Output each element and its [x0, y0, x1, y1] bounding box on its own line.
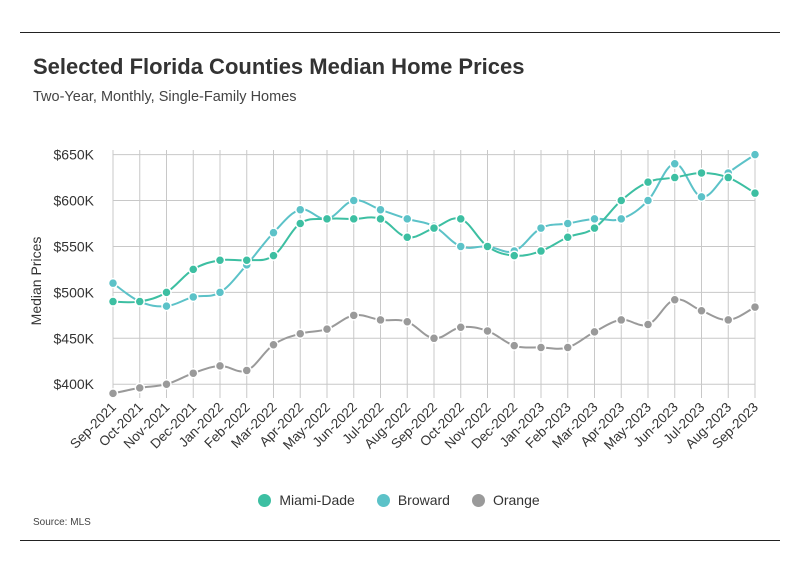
data-point-orange: [188, 367, 199, 379]
y-tick-label: $500K: [54, 284, 95, 300]
data-point-miami-dade: [161, 287, 172, 298]
data-point-orange: [616, 314, 627, 326]
data-point-broward: [295, 204, 306, 215]
data-point-miami-dade: [107, 296, 119, 307]
data-point-miami-dade: [268, 250, 279, 261]
data-point-orange: [428, 333, 440, 344]
data-point-miami-dade: [723, 172, 734, 183]
top-rule: [20, 32, 780, 33]
data-point-broward: [188, 291, 199, 303]
data-point-orange: [509, 340, 520, 351]
data-point-broward: [616, 213, 627, 225]
y-tick-label: $450K: [54, 330, 95, 346]
legend-item-miami-dade: Miami-Dade: [258, 492, 355, 508]
data-point-miami-dade: [669, 172, 680, 183]
data-point-miami-dade: [535, 245, 547, 257]
data-point-miami-dade: [375, 213, 386, 225]
data-point-orange: [295, 328, 306, 339]
data-point-miami-dade: [482, 241, 493, 252]
data-point-miami-dade: [509, 250, 520, 261]
data-point-orange: [589, 326, 600, 338]
data-point-miami-dade: [402, 232, 413, 243]
data-point-orange: [321, 323, 333, 335]
data-point-broward: [402, 213, 413, 225]
data-point-broward: [214, 287, 226, 298]
data-point-orange: [482, 325, 493, 337]
data-point-miami-dade: [589, 222, 600, 234]
y-tick-label: $550K: [54, 238, 95, 254]
y-tick-label: $400K: [54, 376, 95, 392]
data-point-orange: [268, 339, 279, 350]
data-point-orange: [161, 378, 172, 390]
data-point-miami-dade: [562, 232, 573, 243]
data-point-broward: [455, 241, 466, 252]
data-point-miami-dade: [295, 218, 306, 229]
data-point-orange: [375, 314, 386, 326]
data-point-miami-dade: [428, 222, 440, 234]
data-point-broward: [642, 195, 654, 206]
legend-label-miami-dade: Miami-Dade: [279, 492, 355, 508]
data-point-broward: [348, 195, 359, 206]
data-point-orange: [455, 322, 466, 333]
data-point-broward: [268, 227, 279, 238]
legend-swatch-broward: [376, 493, 390, 507]
data-point-broward: [669, 158, 680, 170]
bottom-rule: [20, 540, 780, 541]
data-point-miami-dade: [188, 264, 199, 275]
data-point-miami-dade: [749, 187, 761, 199]
data-point-orange: [214, 360, 226, 372]
source-note: Source: MLS: [33, 517, 91, 528]
data-point-miami-dade: [616, 195, 627, 206]
legend-item-orange: Orange: [471, 492, 540, 508]
chart-subtitle: Two-Year, Monthly, Single-Family Homes: [33, 89, 297, 105]
data-point-miami-dade: [134, 296, 145, 307]
data-point-orange: [348, 310, 359, 321]
data-point-broward: [749, 149, 761, 160]
data-point-broward: [375, 204, 386, 215]
legend-item-broward: Broward: [376, 492, 450, 508]
data-point-orange: [749, 301, 761, 313]
legend-swatch-orange: [471, 493, 485, 507]
data-point-broward: [161, 300, 172, 312]
y-axis-label: Median Prices: [28, 237, 44, 326]
data-point-orange: [107, 388, 119, 399]
data-point-orange: [642, 319, 654, 330]
data-point-orange: [241, 365, 252, 376]
legend-label-broward: Broward: [397, 492, 450, 508]
data-point-miami-dade: [696, 167, 707, 179]
data-point-orange: [669, 294, 680, 305]
legend: Miami-Dade Broward Orange: [0, 492, 798, 508]
data-point-orange: [696, 305, 707, 316]
legend-label-orange: Orange: [492, 492, 540, 508]
y-tick-label: $650K: [54, 147, 95, 163]
data-point-miami-dade: [321, 213, 333, 225]
data-point-miami-dade: [348, 213, 359, 225]
y-tick-label: $600K: [54, 193, 95, 209]
data-point-broward: [107, 277, 119, 289]
data-point-broward: [589, 213, 600, 225]
data-point-orange: [562, 342, 573, 353]
chart-title: Selected Florida Counties Median Home Pr…: [33, 54, 525, 79]
data-point-broward: [535, 222, 547, 234]
data-point-broward: [562, 218, 573, 229]
data-point-miami-dade: [241, 254, 252, 266]
data-point-orange: [535, 342, 547, 353]
data-point-broward: [696, 191, 707, 203]
data-point-miami-dade: [642, 176, 654, 188]
data-point-miami-dade: [455, 213, 466, 225]
data-point-orange: [723, 314, 734, 326]
data-point-miami-dade: [214, 254, 226, 266]
data-point-orange: [402, 316, 413, 328]
data-point-orange: [134, 382, 145, 394]
legend-swatch-miami-dade: [258, 493, 272, 507]
